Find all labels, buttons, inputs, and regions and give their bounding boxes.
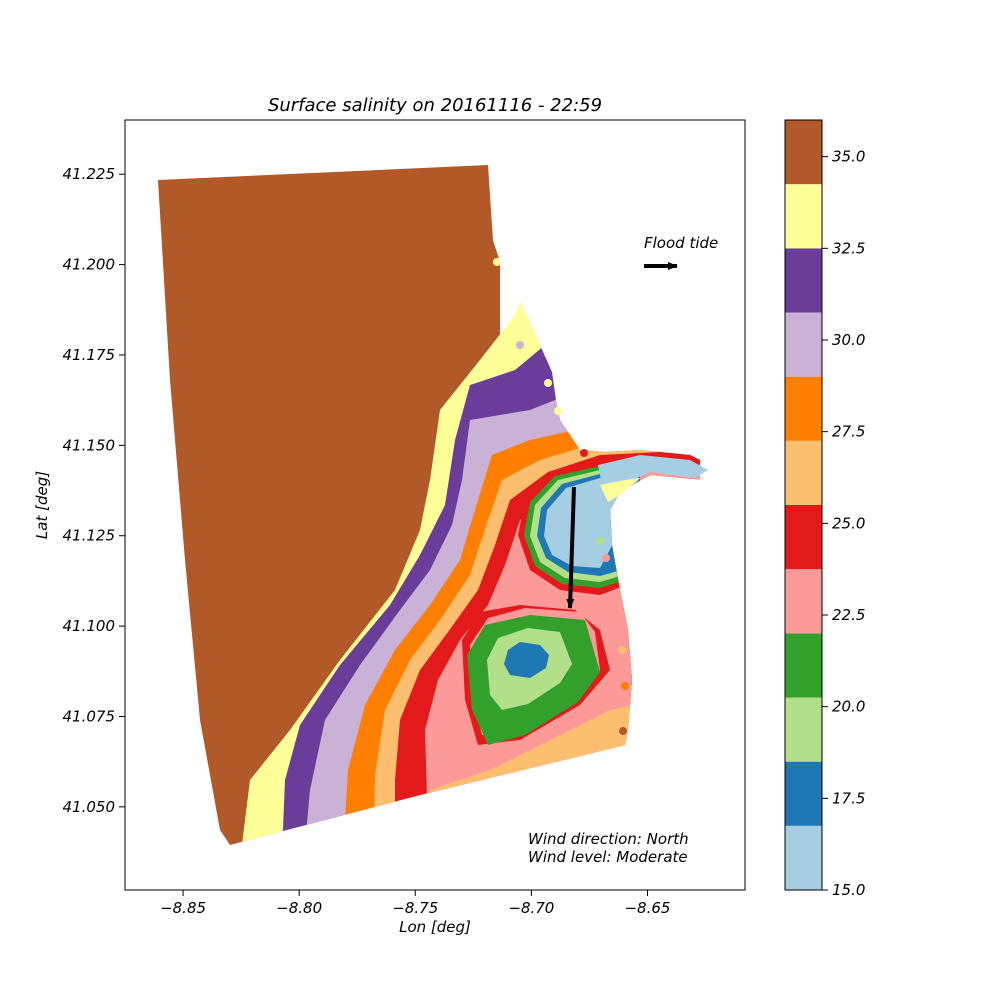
y-tick-label: 41.150 (63, 436, 116, 454)
colorbar-segment (785, 440, 822, 505)
y-tick-label: 41.125 (63, 527, 116, 545)
colorbar-segment (785, 505, 822, 570)
colorbar-segment (785, 569, 822, 634)
eddy-core (504, 642, 549, 678)
wind-arrow (566, 486, 576, 609)
wind-level-label: Wind level: Moderate (528, 848, 688, 866)
colorbar-segment (785, 633, 822, 698)
y-tick-label: 41.225 (63, 165, 116, 183)
colorbar-segment (785, 120, 822, 185)
colorbar-tick-label: 25.0 (832, 514, 865, 532)
x-tick-label: −8.80 (276, 899, 322, 917)
x-tick-label: −8.70 (508, 899, 554, 917)
colorbar-segment (785, 248, 822, 313)
y-axis: 41.050 41.075 41.100 41.125 41.150 41.175 41.2… (63, 165, 125, 816)
colorbar-segment (785, 312, 822, 377)
y-tick-label: 41.075 (63, 707, 116, 725)
chart-title: Surface salinity on 20161116 - 22:59 (268, 95, 602, 116)
y-axis-label: Lat [deg] (33, 471, 51, 539)
y-tick-label: 41.175 (63, 346, 116, 364)
colorbar-tick-label: 27.5 (832, 423, 865, 441)
x-tick-label: −8.85 (160, 899, 206, 917)
y-tick-label: 41.050 (63, 798, 116, 816)
colorbar-tick-label: 32.5 (832, 239, 865, 257)
colorbar-tick-label: 22.5 (832, 606, 865, 624)
colorbar: 15.0 17.5 20.0 22.5 25.0 27.5 30.0 32.5 35.0 (784, 119, 865, 899)
shoreline-points (493, 258, 629, 735)
colorbar-segment (785, 184, 822, 249)
colorbar-tick-label: 15.0 (832, 881, 865, 899)
colorbar-segment (785, 376, 822, 441)
wind-direction-label: Wind direction: North (528, 830, 689, 848)
x-axis: −8.85 −8.80 −8.75 −8.70 −8.65 (160, 890, 670, 917)
flood-tide-label: Flood tide (644, 234, 718, 252)
river-channel (598, 455, 708, 500)
river-bank-band (600, 478, 640, 502)
x-tick-label: −8.65 (624, 899, 670, 917)
y-tick-label: 41.200 (63, 256, 116, 274)
colorbar-tick-label: 17.5 (832, 789, 865, 807)
colorbar-tick-label: 30.0 (832, 331, 865, 349)
colorbar-frame (784, 119, 823, 891)
colorbar-tick-label: 35.0 (832, 148, 865, 166)
x-axis-label: Lon [deg] (399, 918, 471, 936)
colorbar-tick-label: 20.0 (832, 698, 865, 716)
colorbar-segment (785, 697, 822, 762)
colorbar-segment (785, 825, 822, 890)
colorbar-segment (785, 761, 822, 826)
y-tick-label: 41.100 (63, 617, 116, 635)
x-tick-label: −8.75 (392, 899, 438, 917)
